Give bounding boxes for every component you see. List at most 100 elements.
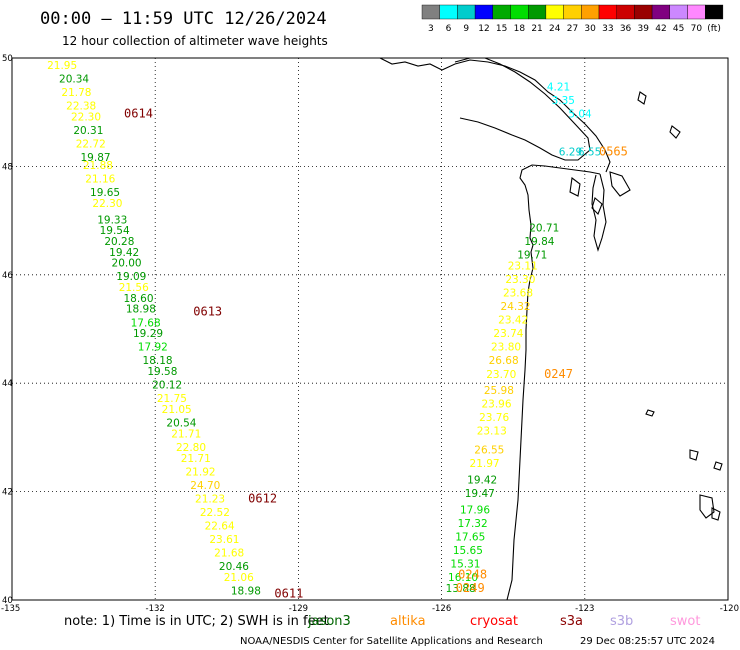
legend-label: 24 bbox=[549, 24, 561, 34]
legend-label: 70 bbox=[691, 24, 703, 34]
swh-value-label: 21.23 bbox=[195, 493, 225, 505]
satellite-name-s3a: s3a bbox=[560, 614, 583, 629]
legend-swatch bbox=[545, 4, 564, 20]
swh-value-label: 16.10 bbox=[448, 572, 478, 584]
footer: note: 1) Time is in UTC; 2) SWH is in fe… bbox=[64, 614, 715, 647]
swh-value-label: 3.35 bbox=[552, 95, 575, 107]
swh-value-label: 18.60 bbox=[123, 293, 153, 305]
swh-value-label: 19.71 bbox=[517, 250, 547, 262]
pass-number-label: 0613 bbox=[193, 304, 222, 318]
swh-value-label: 18.18 bbox=[143, 355, 173, 367]
legend-label: 36 bbox=[620, 24, 632, 34]
pass-number-label: 0247 bbox=[544, 367, 573, 381]
pass-number-label: 0611 bbox=[274, 586, 303, 600]
satellite-name-altika: altika bbox=[390, 614, 426, 629]
y-tick-label: 46 bbox=[2, 271, 13, 281]
data-points: 21.9520.3421.7822.3822.3020.3122.7219.87… bbox=[47, 60, 601, 598]
pass-number-label: 0565 bbox=[599, 145, 628, 159]
legend-label: (ft) bbox=[707, 24, 721, 34]
swh-value-label: 23.11 bbox=[508, 260, 538, 272]
swh-value-label: 21.71 bbox=[171, 428, 201, 440]
plot-area: -135 -132 -129 -126 -123 -120 40 42 44 46 48 50 21.… bbox=[1, 54, 739, 614]
legend-swatch bbox=[563, 4, 582, 20]
pass-number-label: 0249 bbox=[456, 581, 485, 595]
legend-swatch bbox=[581, 4, 600, 20]
legend-swatch bbox=[492, 4, 511, 20]
swh-value-label: 23.42 bbox=[498, 315, 528, 327]
pass-number-label: 0248 bbox=[458, 567, 487, 581]
swh-value-label: 19.58 bbox=[147, 366, 177, 378]
swh-value-label: 23.80 bbox=[491, 342, 521, 354]
swh-value-label: 17.96 bbox=[460, 504, 490, 516]
x-tick-label: -126 bbox=[432, 604, 451, 614]
swh-value-label: 19.54 bbox=[100, 225, 130, 237]
x-tick-label: -135 bbox=[1, 604, 20, 614]
legend-swatch bbox=[634, 4, 653, 20]
swh-value-label: 20.31 bbox=[73, 125, 103, 137]
swh-value-label: 20.71 bbox=[529, 222, 559, 234]
us-west-coastline bbox=[506, 164, 601, 601]
y-tick-label: 44 bbox=[2, 379, 13, 389]
legend-swatch bbox=[687, 4, 706, 20]
legend-swatch bbox=[616, 4, 635, 20]
swh-value-label: 17.68 bbox=[131, 317, 161, 329]
legend-label: 39 bbox=[638, 24, 650, 34]
satellite-name-s3b: s3b bbox=[610, 614, 633, 629]
small-island-3 bbox=[699, 494, 715, 519]
legend-label: 12 bbox=[478, 24, 489, 34]
swh-value-label: 18.98 bbox=[231, 586, 261, 598]
legend-label: 27 bbox=[567, 24, 578, 34]
satellite-legend: jason3 altika cryosat s3a s3b swot bbox=[307, 614, 700, 629]
swh-value-label: 21.92 bbox=[186, 466, 216, 478]
legend-swatch bbox=[669, 4, 688, 20]
legend-label: 18 bbox=[514, 24, 526, 34]
swh-value-label: 19.29 bbox=[133, 328, 163, 340]
swh-value-label: 13.88 bbox=[446, 583, 476, 595]
pass-number-label: 0614 bbox=[124, 107, 153, 121]
legend-swatch bbox=[598, 4, 617, 20]
legend-label: 21 bbox=[531, 24, 542, 34]
swh-value-label: 21.78 bbox=[61, 87, 91, 99]
swh-value-label: 5.04 bbox=[568, 109, 592, 121]
swh-value-label: 21.95 bbox=[47, 60, 77, 72]
swh-value-label: 19.87 bbox=[81, 152, 111, 164]
x-tick-label: -123 bbox=[575, 604, 594, 614]
small-island-2 bbox=[689, 449, 699, 461]
legend-label: 6 bbox=[446, 24, 452, 34]
legend-swatch bbox=[457, 4, 476, 20]
swh-value-label: 24.32 bbox=[501, 301, 531, 313]
bay-coastline bbox=[591, 173, 607, 252]
legend-swatch bbox=[421, 4, 440, 20]
pass-number-label: 0612 bbox=[248, 491, 277, 505]
x-tick-label: -120 bbox=[720, 604, 739, 614]
swh-value-label: 6.29 bbox=[559, 147, 582, 159]
swh-value-label: 20.00 bbox=[112, 258, 142, 270]
swh-value-label: 20.46 bbox=[219, 561, 249, 573]
footer-credit-left: NOAA/NESDIS Center for Satellite Applica… bbox=[240, 636, 543, 647]
swh-value-label: 22.72 bbox=[76, 138, 106, 150]
swh-value-label: 23.70 bbox=[486, 369, 516, 381]
mainland-bc-coast bbox=[379, 57, 611, 173]
swh-value-label: 21.97 bbox=[470, 458, 500, 470]
swh-value-label: 17.65 bbox=[455, 531, 485, 543]
y-tick-label: 48 bbox=[2, 162, 13, 172]
swh-value-label: 21.88 bbox=[83, 160, 113, 172]
swh-value-label: 23.96 bbox=[481, 399, 511, 411]
swh-value-label: 22.30 bbox=[92, 198, 122, 210]
grid-lines bbox=[11, 57, 729, 601]
legend-swatch bbox=[705, 4, 724, 20]
swh-value-label: 22.80 bbox=[176, 442, 206, 454]
swh-value-label: 20.12 bbox=[152, 380, 182, 392]
small-island-4 bbox=[713, 461, 723, 471]
swh-value-label: 18.98 bbox=[126, 304, 156, 316]
footer-credit-right: 29 Dec 08:25:57 UTC 2024 bbox=[580, 636, 715, 647]
swh-value-label: 21.05 bbox=[162, 404, 192, 416]
swh-value-label: 23.13 bbox=[477, 426, 507, 438]
satellite-name-cryosat: cryosat bbox=[470, 614, 518, 629]
swh-value-label: 19.42 bbox=[109, 247, 139, 259]
swh-value-label: 20.28 bbox=[104, 236, 134, 248]
swh-value-label: 22.30 bbox=[71, 111, 101, 123]
swh-value-label: 17.92 bbox=[138, 342, 168, 354]
swh-value-label: 17.32 bbox=[458, 518, 488, 530]
